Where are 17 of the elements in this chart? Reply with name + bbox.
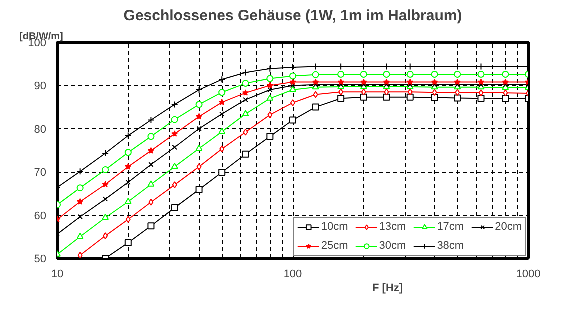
- y-tick-label: 60: [34, 210, 47, 222]
- legend-label: 25cm: [321, 240, 348, 252]
- y-tick-label: 70: [34, 167, 47, 180]
- x-axis-title: F [Hz]: [372, 282, 404, 294]
- x-tick-label: 10: [51, 268, 64, 280]
- legend-label: 30cm: [379, 240, 406, 252]
- y-tick-label: 50: [34, 254, 47, 266]
- legend-label: 10cm: [321, 221, 348, 233]
- x-tick-label: 1000: [516, 268, 541, 280]
- y-tick-label: 90: [34, 80, 47, 93]
- x-tick-label: 100: [284, 268, 302, 280]
- legend-label: 17cm: [437, 221, 464, 233]
- legend-label: 13cm: [379, 221, 406, 233]
- legend-label: 20cm: [495, 221, 522, 233]
- legend-label: 38cm: [437, 240, 464, 252]
- y-tick-label: 80: [34, 124, 47, 136]
- chart-title: Geschlossenes Gehäuse (1W, 1m im Halbraum): [124, 8, 462, 24]
